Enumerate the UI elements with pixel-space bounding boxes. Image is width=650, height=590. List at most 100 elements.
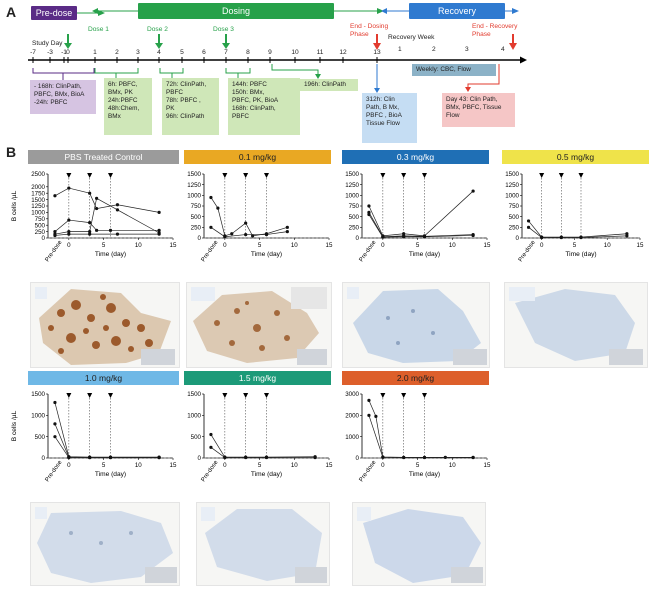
data-point bbox=[53, 233, 57, 238]
chart-title-2-0: 2.0 mg/kg bbox=[342, 371, 489, 385]
data-point bbox=[88, 232, 92, 236]
x-tick-label: 10 bbox=[291, 242, 298, 249]
x-axis-label: Time (day) bbox=[95, 251, 126, 258]
study-day-label-12: 9 bbox=[268, 49, 272, 56]
data-point bbox=[244, 221, 248, 225]
predose-label: Pre-dose bbox=[359, 459, 378, 483]
dose-marker bbox=[243, 173, 249, 178]
y-tick-label: 500 bbox=[191, 214, 202, 221]
series-line bbox=[54, 187, 160, 213]
histology-image-0-3 bbox=[342, 282, 490, 368]
series-line bbox=[210, 434, 316, 458]
y-tick-label: 750 bbox=[509, 203, 520, 210]
data-point bbox=[285, 230, 289, 234]
data-point bbox=[471, 233, 475, 238]
y-tick-label: 750 bbox=[349, 203, 360, 210]
x-tick-label: 0 bbox=[67, 242, 71, 249]
end-dosing-label: End - Dosing Phase bbox=[350, 23, 389, 38]
series-line bbox=[368, 400, 474, 458]
dose-marker bbox=[422, 393, 427, 398]
data-point bbox=[313, 455, 317, 460]
dose-marker bbox=[578, 173, 584, 178]
data-point bbox=[53, 422, 57, 426]
data-point bbox=[422, 235, 427, 239]
data-point bbox=[381, 455, 385, 459]
x-tick-label: 15 bbox=[484, 462, 491, 469]
x-tick-label: 5 bbox=[258, 462, 262, 469]
study-day-label-8: 5 bbox=[180, 49, 184, 56]
chart-title-0-5: 0.5 mg/kg bbox=[502, 150, 649, 164]
x-tick-label: 5 bbox=[258, 242, 262, 249]
study-timeline bbox=[28, 8, 527, 93]
dose-marker bbox=[380, 173, 386, 178]
x-tick-label: 0 bbox=[381, 462, 385, 469]
study-day-label: Study Day bbox=[32, 40, 63, 47]
data-point bbox=[108, 228, 113, 232]
x-tick-label: 5 bbox=[416, 242, 420, 249]
x-tick-label: 15 bbox=[326, 462, 333, 469]
study-day-label-7: 4 bbox=[157, 49, 161, 56]
data-point bbox=[579, 235, 583, 240]
x-tick-label: 0 bbox=[223, 462, 227, 469]
data-point bbox=[216, 206, 220, 210]
x-tick-label: 10 bbox=[449, 242, 456, 249]
y-tick-label: 1250 bbox=[505, 182, 519, 189]
x-tick-label: 0 bbox=[223, 242, 227, 249]
predose-samples-box: - 168h: ClinPath, PBFC, BMx, BioA -24h: … bbox=[30, 80, 96, 114]
x-tick-label: 10 bbox=[449, 462, 456, 469]
series-line bbox=[368, 190, 474, 237]
line-chart-0-1: 0 250 500 750 1000 1250 1500 0 5 10 15 Pre-dose Time… bbox=[187, 171, 333, 263]
y-tick-label: 1250 bbox=[345, 182, 359, 189]
x-tick-label: 15 bbox=[170, 462, 177, 469]
y-tick-label: 0 bbox=[516, 235, 520, 242]
data-point bbox=[540, 235, 544, 240]
data-point bbox=[95, 196, 99, 200]
series-line bbox=[210, 197, 288, 237]
end-recovery-label: End - Recovery Phase bbox=[472, 23, 518, 38]
series-line bbox=[210, 447, 316, 458]
data-point bbox=[381, 235, 385, 239]
dose-1-label: Dose 1 bbox=[88, 26, 109, 33]
data-point bbox=[374, 414, 378, 418]
data-point bbox=[157, 228, 161, 232]
dose-marker bbox=[66, 393, 72, 398]
y-tick-label: 1250 bbox=[187, 182, 201, 189]
y-tick-label: 500 bbox=[191, 434, 202, 441]
data-point bbox=[108, 455, 113, 460]
study-day-label-15: 12 bbox=[339, 49, 347, 56]
y-tick-label: 1500 bbox=[505, 171, 519, 178]
series-line bbox=[54, 402, 160, 458]
y-tick-label: 0 bbox=[42, 455, 46, 462]
x-tick-label: 10 bbox=[135, 462, 142, 469]
data-point bbox=[115, 203, 120, 207]
chart-title-1-5: 1.5 mg/kg bbox=[184, 371, 331, 385]
data-point bbox=[367, 413, 371, 417]
data-point bbox=[95, 228, 99, 232]
study-day-label-9: 6 bbox=[202, 49, 206, 56]
h312-samples-box: 312h: Clin Path, B Mx, PBFC , BioA Tissu… bbox=[362, 93, 417, 143]
y-tick-label: 500 bbox=[349, 214, 360, 221]
data-point bbox=[264, 232, 269, 237]
recovery-week-label-2: 3 bbox=[465, 46, 469, 53]
data-point bbox=[526, 219, 531, 223]
y-axis-label: B cells /µL bbox=[11, 410, 18, 441]
data-point bbox=[157, 210, 161, 214]
data-point bbox=[67, 232, 71, 236]
series-line bbox=[54, 436, 160, 458]
data-point bbox=[157, 232, 161, 236]
y-tick-label: 1500 bbox=[187, 171, 201, 178]
dose-marker bbox=[558, 173, 564, 178]
x-axis-label: Time (day) bbox=[409, 251, 440, 258]
series-line bbox=[368, 212, 474, 238]
weekly-samples-box: Weekly: CBC, Flow bbox=[412, 64, 496, 76]
series-line bbox=[528, 227, 627, 238]
x-axis-label: Time (day) bbox=[565, 251, 596, 258]
x-tick-label: 15 bbox=[484, 242, 491, 249]
data-point bbox=[422, 455, 427, 460]
series-line bbox=[54, 197, 160, 235]
y-tick-label: 1500 bbox=[187, 391, 201, 398]
study-day-label-10: 7 bbox=[224, 49, 228, 56]
dose-marker bbox=[539, 173, 545, 178]
y-tick-label: 1000 bbox=[505, 193, 519, 200]
